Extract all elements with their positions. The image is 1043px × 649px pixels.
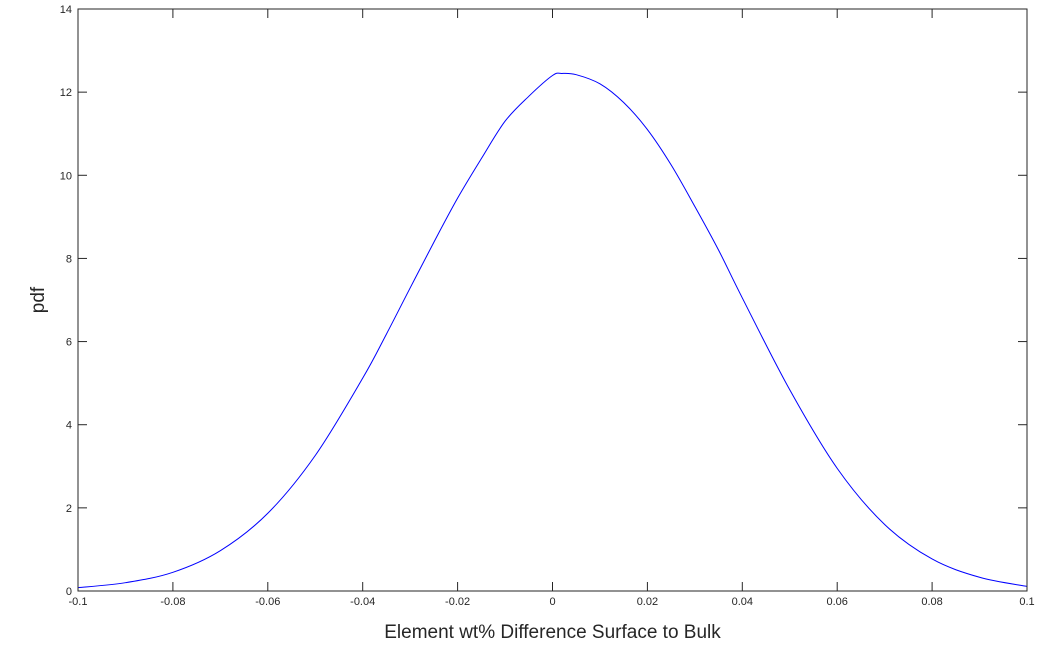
y-tick-label: 10: [60, 170, 72, 182]
x-tick-label: -0.1: [69, 596, 88, 608]
y-tick-label: 6: [66, 337, 72, 349]
ticks-layer: [77, 8, 1028, 592]
x-tick-label: 0.08: [921, 596, 942, 608]
x-tick-label: -0.02: [445, 596, 470, 608]
x-tick-label: -0.04: [350, 596, 375, 608]
x-tick-label: -0.08: [160, 596, 185, 608]
y-tick-label: 2: [66, 503, 72, 515]
x-tick-label: 0.1: [1019, 596, 1034, 608]
y-tick-label: 4: [66, 420, 72, 432]
axes-box: [77, 8, 1028, 592]
x-tick-label: 0.02: [637, 596, 658, 608]
tick-labels-layer: -0.1 -0.08 -0.06 -0.04 -0.02 0 0.02 0.04 0.06 0.0…: [60, 4, 1035, 608]
x-tick-label: 0.06: [826, 596, 847, 608]
x-tick-label: 0.04: [732, 596, 753, 608]
y-tick-label: 0: [66, 586, 72, 598]
y-tick-label: 12: [60, 87, 72, 99]
x-tick-label: 0: [549, 596, 555, 608]
y-tick-label: 14: [60, 4, 72, 16]
series-layer: [77, 72, 1028, 589]
y-tick-label: 8: [66, 253, 72, 265]
x-axis-label: Element wt% Difference Surface to Bulk: [384, 622, 721, 643]
pdf-series-line: [77, 72, 1028, 589]
y-axis-label: pdf: [28, 286, 49, 313]
x-tick-label: -0.06: [255, 596, 280, 608]
